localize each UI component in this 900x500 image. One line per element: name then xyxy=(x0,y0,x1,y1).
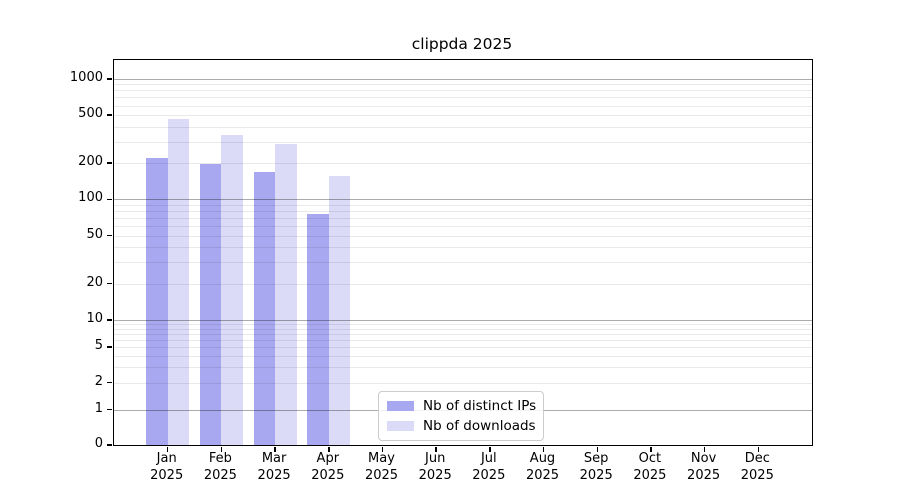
chart-title: clippda 2025 xyxy=(411,35,513,53)
x-tick-label-nov: Nov 2025 xyxy=(687,451,721,483)
x-tick-mark xyxy=(542,446,545,452)
x-tick-mark xyxy=(274,446,276,452)
legend-item-distinct-ips: Nb of distinct IPs xyxy=(387,398,537,414)
legend-label-distinct-ips: Nb of distinct IPs xyxy=(423,398,537,414)
x-tick-mark xyxy=(220,446,223,452)
y-tick-mark xyxy=(107,282,112,285)
bar-mar-downloads xyxy=(275,144,297,445)
y-tick-mark xyxy=(107,381,112,384)
x-tick-mark xyxy=(166,446,169,452)
x-tick-mark xyxy=(650,446,652,452)
grid-line-minor xyxy=(114,115,812,117)
legend: Nb of distinct IPs Nb of downloads xyxy=(378,391,544,441)
x-tick-label-mar: Mar 2025 xyxy=(257,451,291,483)
y-tick-label: 5 xyxy=(94,337,103,353)
y-tick-mark xyxy=(107,408,112,411)
x-tick-mark xyxy=(489,446,491,452)
y-tick-mark xyxy=(107,114,112,116)
y-tick-mark xyxy=(107,346,112,348)
plot-area: Nb of distinct IPs Nb of downloads xyxy=(107,59,813,452)
x-tick-label-jun: Jun 2025 xyxy=(418,451,452,483)
y-tick-mark xyxy=(107,78,112,80)
bar-apr-distinct-ips xyxy=(307,214,329,445)
y-tick-mark xyxy=(107,319,112,321)
grid-line-minor xyxy=(114,84,812,86)
x-tick-label-jan: Jan 2025 xyxy=(150,451,184,483)
grid-line-minor xyxy=(114,126,812,128)
y-tick-mark xyxy=(107,162,112,164)
grid-line-major xyxy=(114,78,812,80)
x-tick-mark xyxy=(328,446,330,452)
y-tick-label: 10 xyxy=(86,311,103,326)
y-tick-label: 100 xyxy=(78,190,103,206)
y-tick-label: 200 xyxy=(78,154,103,170)
grid-line-minor xyxy=(114,97,812,99)
y-tick-label: 2 xyxy=(94,373,103,389)
legend-swatch-downloads xyxy=(387,421,414,431)
x-tick-label-dec: Dec 2025 xyxy=(740,451,774,483)
x-tick-mark xyxy=(757,446,760,452)
legend-label-downloads: Nb of downloads xyxy=(423,418,536,434)
bar-apr-downloads xyxy=(328,175,351,445)
y-tick-label: 1 xyxy=(94,400,103,416)
x-tick-label-sep: Sep 2025 xyxy=(579,451,613,483)
x-tick-mark xyxy=(703,446,706,452)
y-tick-mark xyxy=(107,234,112,237)
legend-swatch-distinct-ips xyxy=(387,401,414,411)
bar-jan-distinct-ips xyxy=(146,158,168,445)
x-tick-label-jul: Jul 2025 xyxy=(472,451,506,483)
bar-jan-downloads xyxy=(167,119,190,445)
grid-line-minor xyxy=(114,90,812,92)
y-tick-mark xyxy=(107,444,112,446)
y-tick-label: 20 xyxy=(86,274,103,290)
y-tick-label: 50 xyxy=(86,226,103,242)
x-tick-label-aug: Aug 2025 xyxy=(525,451,560,483)
y-tick-label: 0 xyxy=(94,436,103,451)
x-tick-label-oct: Oct 2025 xyxy=(633,451,667,483)
bar-feb-distinct-ips xyxy=(199,163,222,445)
y-tick-label: 1000 xyxy=(69,69,103,85)
y-tick-mark xyxy=(107,198,112,201)
grid-line-minor xyxy=(114,105,812,107)
x-tick-mark xyxy=(435,446,437,452)
grid-line-minor xyxy=(114,141,812,143)
bar-mar-distinct-ips xyxy=(253,171,276,445)
x-tick-mark xyxy=(596,446,598,452)
legend-item-downloads: Nb of downloads xyxy=(387,418,536,434)
x-tick-label-feb: Feb 2025 xyxy=(203,451,237,483)
x-tick-label-apr: Apr 2025 xyxy=(311,451,345,483)
x-tick-mark xyxy=(381,446,384,452)
y-tick-label: 500 xyxy=(78,106,103,122)
bar-feb-downloads xyxy=(221,135,243,445)
x-tick-label-may: May 2025 xyxy=(364,451,399,483)
